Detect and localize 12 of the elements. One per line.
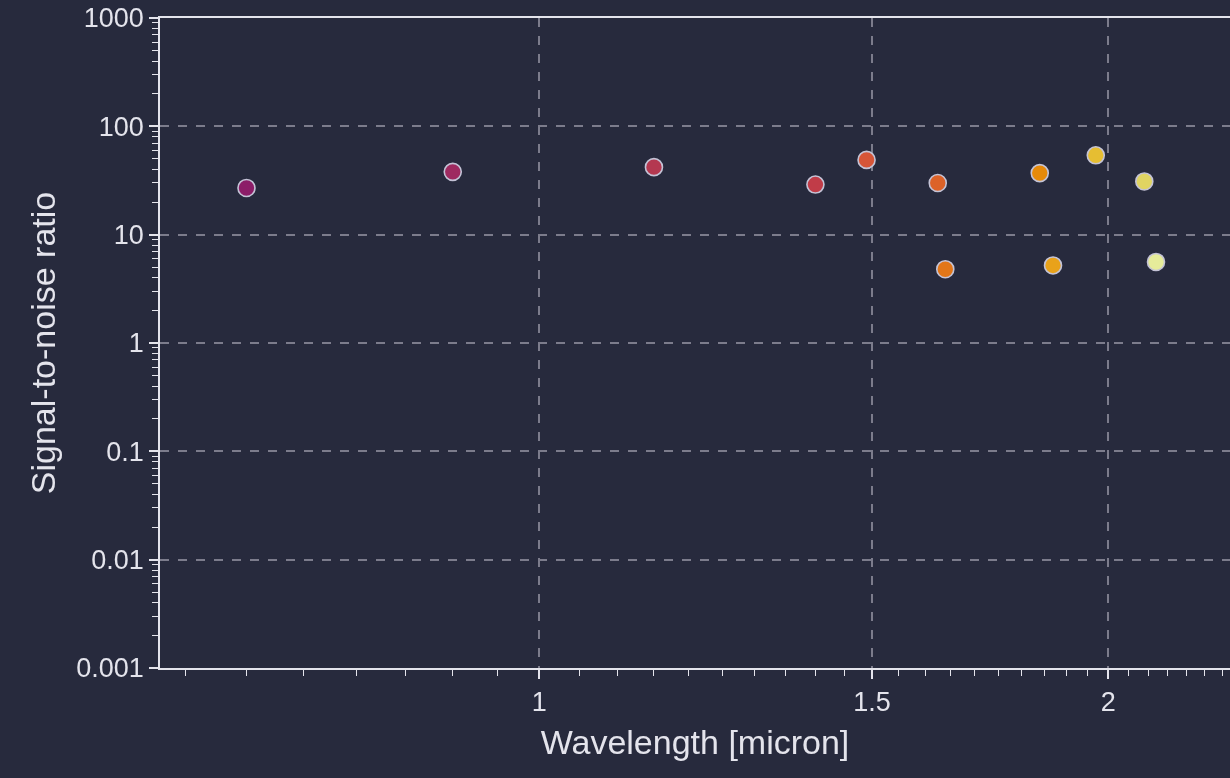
x-tick-label: 2: [1100, 687, 1116, 718]
y-tick-label: 0.001: [76, 653, 144, 684]
y-tick-label: 1000: [83, 3, 144, 34]
y-tick-label: 0.01: [91, 545, 144, 576]
x-axis-title: Wavelength [micron]: [540, 722, 850, 761]
y-tick-label: 100: [98, 111, 144, 142]
y-axis-title: Signal-to-noise ratio: [24, 191, 63, 495]
x-tick-label: 1: [531, 687, 547, 718]
y-tick-label: 1: [128, 328, 144, 359]
x-tick-label: 1.5: [853, 687, 891, 718]
y-tick-label: 0.1: [106, 436, 144, 467]
y-tick-label: 10: [113, 220, 144, 251]
